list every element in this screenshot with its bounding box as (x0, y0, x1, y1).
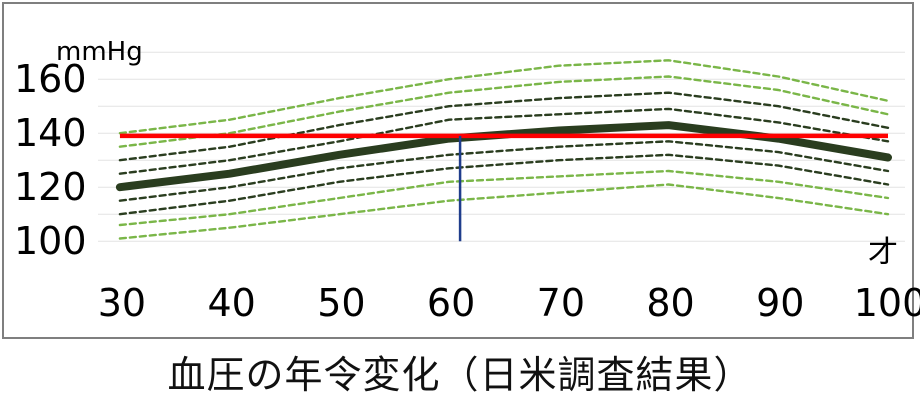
x-tick-label: 30 (98, 281, 146, 325)
series-line-dashed (118, 169, 890, 227)
x-tick-label: 70 (537, 281, 585, 325)
chart-svg: mmHg 才 100 120 140 160 30 40 50 60 70 80 90 100 (14, 37, 920, 325)
x-axis-label: 才 (868, 235, 898, 270)
x-tick-label: 100 (854, 281, 920, 325)
series-line-dashed (118, 153, 890, 216)
series-line-dashed (118, 183, 890, 240)
reference-layer (119, 133, 888, 242)
x-tick-label: 40 (207, 281, 255, 325)
series-line-dashed (118, 91, 890, 162)
x-tick-label: 50 (317, 281, 365, 325)
chart-frame (2, 2, 914, 339)
series-line-dashed (118, 75, 890, 148)
y-tick-label: 100 (14, 219, 87, 263)
x-tick-label: 60 (427, 281, 475, 325)
chart-caption: 血圧の年令変化（日米調査結果） (167, 353, 753, 397)
series-line-dashed (118, 59, 890, 135)
grid-layer (98, 51, 905, 242)
series-layer (115, 59, 892, 240)
series-line-dashed (118, 107, 890, 175)
series-line-dashed (118, 140, 890, 202)
y-tick-label: 140 (14, 111, 87, 155)
y-tick-label: 160 (14, 57, 87, 101)
y-tick-label: 120 (14, 165, 87, 209)
x-tick-label: 80 (646, 281, 694, 325)
x-tick-label: 90 (756, 281, 804, 325)
y-axis-label: mmHg (56, 37, 143, 67)
label-layer: mmHg 才 100 120 140 160 30 40 50 60 70 80 90 100 (14, 37, 920, 325)
